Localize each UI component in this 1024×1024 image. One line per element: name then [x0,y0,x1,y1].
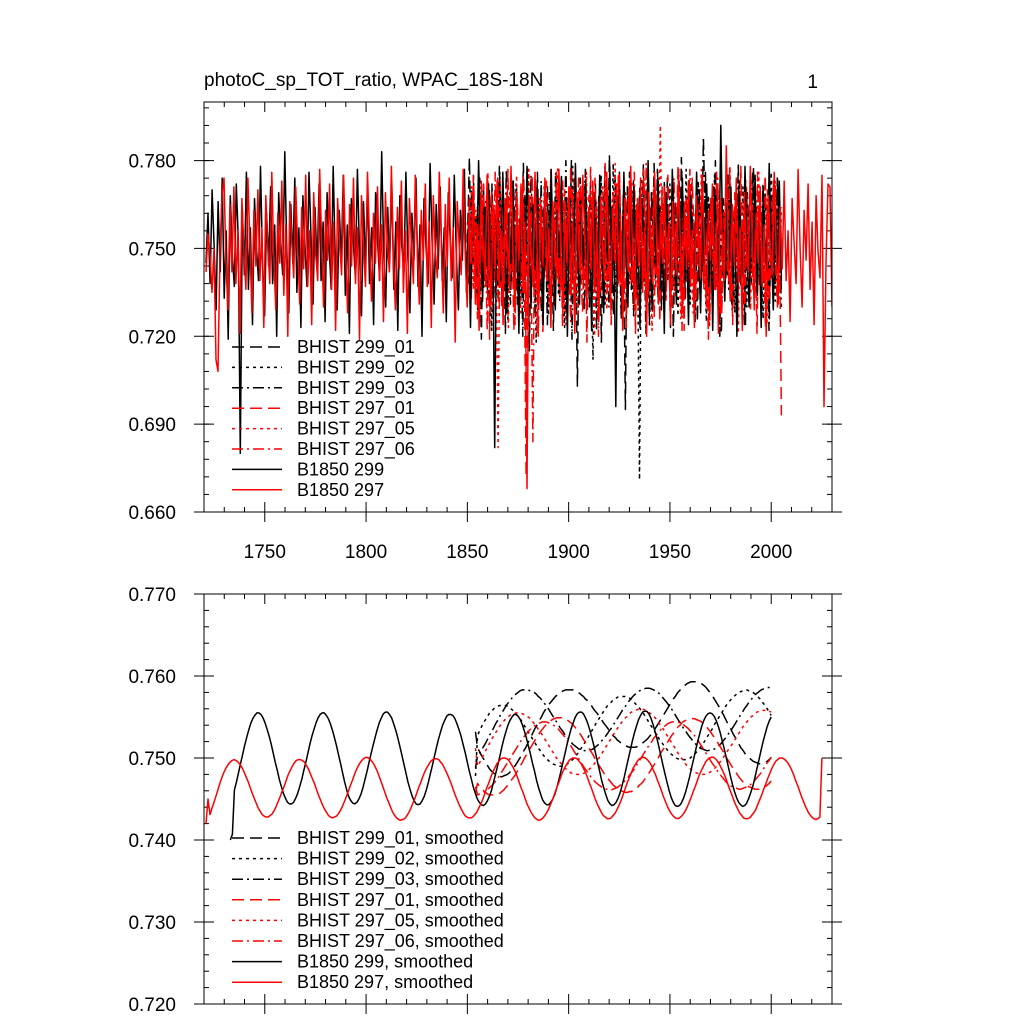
y-tick-label: 0.760 [128,667,176,688]
chart-title: photoC_sp_TOT_ratio, WPAC_18S-18N [204,70,543,91]
series-line [205,145,832,490]
y-tick-label: 0.740 [128,831,176,852]
series-line [474,717,772,796]
x-tick-label: 1850 [446,542,488,563]
legend-label: BHIST 297_06 [297,439,415,460]
series-line [474,680,772,778]
legend-label: BHIST 299_02 [297,357,415,378]
series-line [474,721,772,796]
legend-label: BHIST 299_02, smoothed [297,849,504,870]
legend-label: BHIST 299_01, smoothed [297,828,504,849]
legend-label: B1850 299, smoothed [297,952,473,972]
y-tick-label: 0.730 [128,913,176,934]
legend-label: BHIST 297_01, smoothed [297,890,504,911]
series-group [205,680,823,841]
x-tick-label: 2000 [750,542,792,563]
plot-frame [203,593,833,1005]
x-tick-label: 1800 [345,542,387,563]
legend-label: B1850 297 [297,480,384,500]
series-group [205,124,832,490]
legend-label: BHIST 297_05 [297,419,415,440]
y-tick-label: 0.660 [128,503,176,524]
y-tick-label: 0.770 [128,585,176,606]
top-panel: 1750 1800 1850 1900 1950 2000 0.660 0.690 0.720 0… [128,101,842,563]
series-line [229,710,772,841]
y-tick-label: 0.780 [128,152,176,173]
y-tick-label: 0.750 [128,239,176,260]
legend-label: B1850 297, smoothed [297,972,473,992]
series-line [205,756,823,824]
legend-label: BHIST 299_03, smoothed [297,869,504,890]
y-tick-label: 0.690 [128,415,176,436]
x-tick-label: 1950 [649,542,691,563]
legend-label: BHIST 297_06, smoothed [297,931,504,952]
legend-label: BHIST 299_01 [297,337,415,358]
legend-label: BHIST 299_03 [297,378,415,399]
plot-frame [203,101,833,513]
y-tick-label: 0.750 [128,749,176,770]
bottom-panel: 0.720 0.730 0.740 0.750 0.760 0.770 BHIST 299_… [128,585,842,1016]
legend-label: BHIST 297_05, smoothed [297,910,504,931]
legend-label: B1850 299 [297,459,384,479]
x-tick-label: 1900 [548,542,590,563]
x-tick-label: 1750 [244,542,286,563]
panel-number: 1 [807,72,818,93]
y-tick-label: 0.720 [128,995,176,1016]
y-tick-label: 0.720 [128,327,176,348]
legend-label: BHIST 297_01 [297,398,415,419]
series-line [474,689,772,777]
